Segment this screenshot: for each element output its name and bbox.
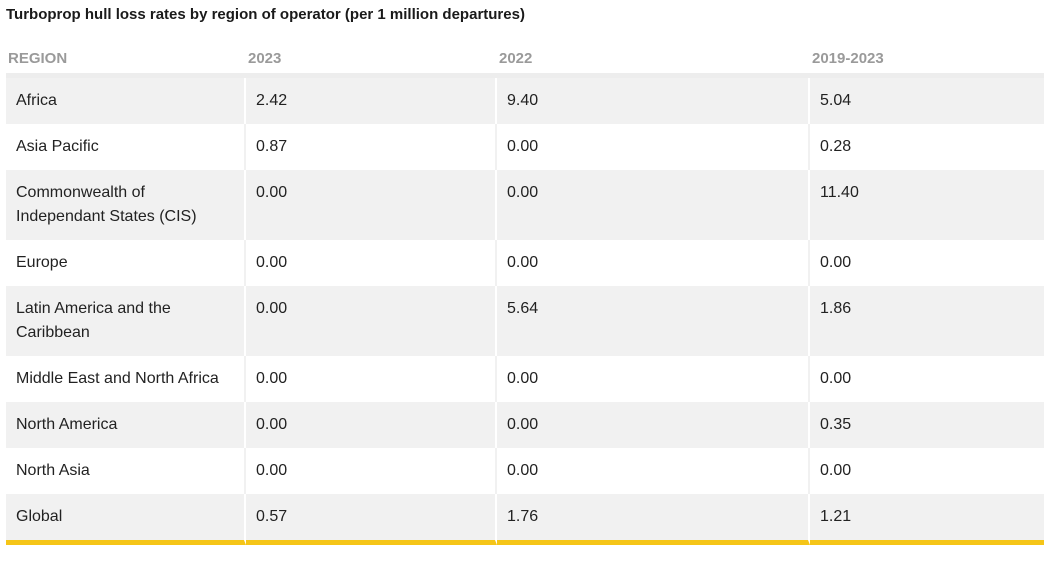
column-header-region: REGION <box>6 46 246 78</box>
value-cell-2019-2023: 0.35 <box>810 402 1044 448</box>
table-row: North Asia 0.00 0.00 0.00 <box>6 448 1044 494</box>
value-cell-2022: 1.76 <box>497 494 810 545</box>
value-cell-2019-2023: 0.00 <box>810 448 1044 494</box>
region-cell: Asia Pacific <box>6 124 246 170</box>
hull-loss-table: REGION 2023 2022 2019-2023 Africa 2.42 9… <box>6 46 1044 545</box>
table-row: Commonwealth of Independant States (CIS)… <box>6 170 1044 240</box>
column-header-2023: 2023 <box>246 46 497 78</box>
value-cell-2022: 0.00 <box>497 356 810 402</box>
table-row: North America 0.00 0.00 0.35 <box>6 402 1044 448</box>
table-row-global: Global 0.57 1.76 1.21 <box>6 494 1044 545</box>
value-cell-2022: 5.64 <box>497 286 810 356</box>
value-cell-2019-2023: 5.04 <box>810 78 1044 124</box>
region-cell: Global <box>6 494 246 545</box>
value-cell-2019-2023: 1.21 <box>810 494 1044 545</box>
column-header-2022: 2022 <box>497 46 810 78</box>
table-row: Asia Pacific 0.87 0.00 0.28 <box>6 124 1044 170</box>
value-cell-2023: 0.87 <box>246 124 497 170</box>
header-row: REGION 2023 2022 2019-2023 <box>6 46 1044 78</box>
value-cell-2022: 0.00 <box>497 124 810 170</box>
value-cell-2023: 0.00 <box>246 356 497 402</box>
value-cell-2022: 0.00 <box>497 448 810 494</box>
table-row: Middle East and North Africa 0.00 0.00 0… <box>6 356 1044 402</box>
value-cell-2023: 0.00 <box>246 448 497 494</box>
table-row: Latin America and the Caribbean 0.00 5.6… <box>6 286 1044 356</box>
value-cell-2019-2023: 0.28 <box>810 124 1044 170</box>
value-cell-2023: 0.00 <box>246 240 497 286</box>
region-cell: North America <box>6 402 246 448</box>
region-cell: Commonwealth of Independant States (CIS) <box>6 170 246 240</box>
value-cell-2022: 0.00 <box>497 402 810 448</box>
value-cell-2023: 0.57 <box>246 494 497 545</box>
value-cell-2023: 2.42 <box>246 78 497 124</box>
value-cell-2022: 0.00 <box>497 170 810 240</box>
table-row: Europe 0.00 0.00 0.00 <box>6 240 1044 286</box>
region-cell: Latin America and the Caribbean <box>6 286 246 356</box>
table-title: Turboprop hull loss rates by region of o… <box>6 6 525 23</box>
value-cell-2022: 0.00 <box>497 240 810 286</box>
value-cell-2019-2023: 0.00 <box>810 356 1044 402</box>
value-cell-2022: 9.40 <box>497 78 810 124</box>
value-cell-2019-2023: 1.86 <box>810 286 1044 356</box>
value-cell-2023: 0.00 <box>246 286 497 356</box>
value-cell-2023: 0.00 <box>246 170 497 240</box>
region-cell: Middle East and North Africa <box>6 356 246 402</box>
column-header-2019-2023: 2019-2023 <box>810 46 1044 78</box>
value-cell-2023: 0.00 <box>246 402 497 448</box>
region-cell: Africa <box>6 78 246 124</box>
value-cell-2019-2023: 0.00 <box>810 240 1044 286</box>
region-cell: Europe <box>6 240 246 286</box>
table-row: Africa 2.42 9.40 5.04 <box>6 78 1044 124</box>
value-cell-2019-2023: 11.40 <box>810 170 1044 240</box>
region-cell: North Asia <box>6 448 246 494</box>
